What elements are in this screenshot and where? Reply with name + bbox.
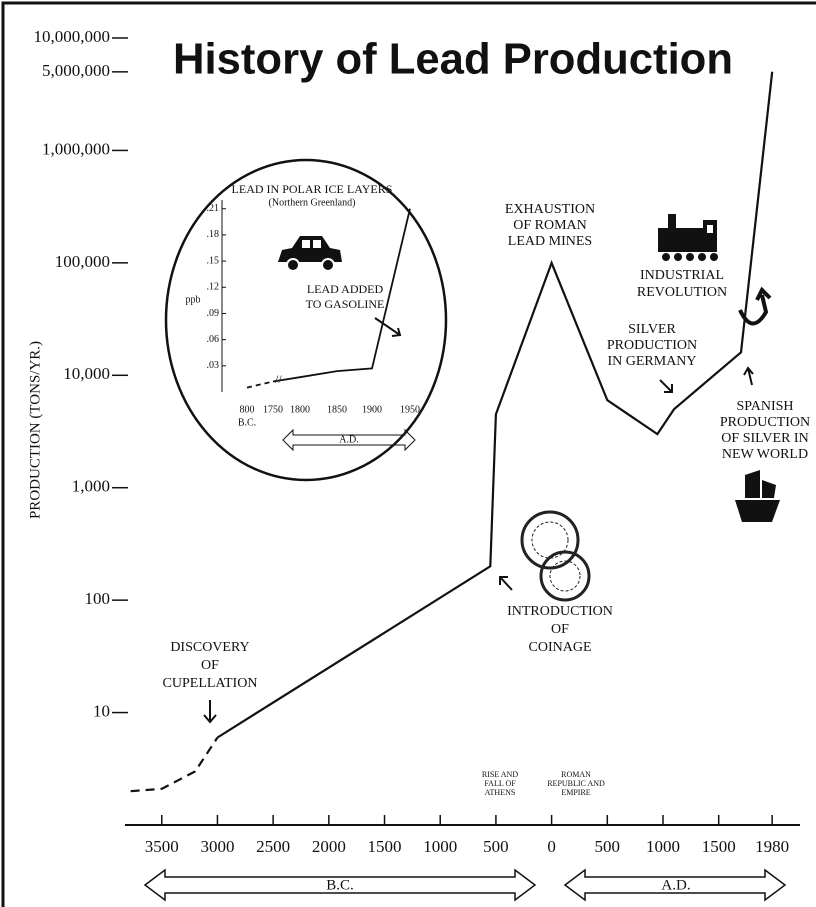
bc-arrow	[143, 868, 537, 902]
x-tick-label: 1500	[702, 837, 736, 856]
inset-ad-arrow	[282, 428, 416, 452]
y-tick-label: 10	[93, 701, 110, 720]
y-axis-label: PRODUCTION (TONS/YR.)	[27, 341, 43, 519]
chart-title: History of Lead Production	[173, 35, 733, 84]
annotation: EXHAUSTION	[505, 202, 595, 217]
inset-y-tick-label: .12	[207, 282, 220, 293]
inset-line	[246, 380, 274, 389]
inset-title: LEAD IN POLAR ICE LAYERS	[232, 182, 393, 196]
annotation: OF SILVER IN	[721, 431, 808, 446]
data-line	[216, 71, 774, 739]
era-label: B.C.	[326, 877, 354, 893]
x-tick-label: 2000	[312, 837, 346, 856]
inset-y-tick-label: .09	[207, 308, 220, 319]
inset-x-tick-label: 1950	[400, 404, 420, 415]
pointer-arrows	[203, 317, 754, 724]
x-tick-label: 0	[547, 837, 556, 856]
x-tick-label: 3500	[145, 837, 179, 856]
annotation: OF ROMAN	[513, 218, 587, 233]
annotation: CUPELLATION	[163, 676, 258, 691]
y-tick-label: 10,000	[63, 364, 110, 383]
annotation: REPUBLIC AND	[547, 779, 605, 788]
inset-x-tick-label: 1900	[362, 404, 382, 415]
ad-arrow	[563, 868, 787, 902]
annotation: PRODUCTION	[720, 415, 810, 430]
inset-era-label: A.D.	[339, 434, 358, 445]
y-tick-label: 5,000,000	[42, 61, 110, 80]
annotation: DISCOVERY	[170, 640, 249, 655]
x-tick-label: 1000	[423, 837, 457, 856]
annotation: NEW WORLD	[722, 447, 808, 462]
curl-arrow	[738, 286, 772, 326]
x-tick-label: 1500	[368, 837, 402, 856]
inset-category-note: B.C.	[238, 417, 256, 428]
inset-annotation: TO GASOLINE	[306, 297, 385, 311]
inset-x-tick-label: 1750	[263, 404, 283, 415]
annotation: FALL OF	[484, 779, 516, 788]
annotation: SILVER	[628, 322, 676, 337]
inset-x-tick-label: 1850	[327, 404, 347, 415]
data-line	[130, 736, 219, 793]
y-tick-label: 100,000	[55, 252, 110, 271]
annotation: INTRODUCTION	[507, 604, 613, 619]
inset-y-tick-label: .21	[207, 203, 220, 214]
annotation: ROMAN	[561, 770, 591, 779]
annotation: OF	[551, 622, 569, 637]
annotation: INDUSTRIAL	[640, 268, 724, 283]
x-tick-label: 500	[483, 837, 509, 856]
inset-annotation: LEAD ADDED	[307, 282, 384, 296]
train-icon	[658, 214, 718, 261]
inset-y-tick-label: .03	[207, 360, 220, 371]
annotation: SPANISH	[736, 399, 793, 414]
y-tick-label: 100	[85, 589, 111, 608]
annotation: LEAD MINES	[508, 234, 592, 249]
era-label: A.D.	[661, 877, 690, 893]
y-tick-label: 1,000	[72, 477, 110, 496]
annotation: OF	[201, 658, 219, 673]
annotation: REVOLUTION	[637, 285, 727, 300]
annotation: ATHENS	[485, 788, 516, 797]
x-tick-label: 1980	[755, 837, 789, 856]
y-tick-label: 10,000,000	[34, 27, 111, 46]
inset-y-tick-label: .18	[207, 229, 220, 240]
inset-subtitle: (Northern Greenland)	[269, 197, 356, 208]
annotation: RISE AND	[482, 770, 518, 779]
inset-line	[272, 208, 411, 383]
axis-break: //	[275, 372, 282, 386]
inset-circle	[164, 158, 448, 482]
y-tick-label: 1,000,000	[42, 139, 110, 158]
car-icon	[278, 236, 342, 272]
annotation: PRODUCTION	[607, 338, 697, 353]
inset-y-label: ppb	[186, 294, 201, 305]
inset-x-tick-label: 1800	[290, 404, 310, 415]
x-tick-label: 2500	[256, 837, 290, 856]
inset-y-tick-label: .06	[207, 334, 220, 345]
x-tick-label: 1000	[646, 837, 680, 856]
inset-y-tick-label: .15	[207, 255, 220, 266]
annotation: EMPIRE	[561, 788, 590, 797]
x-tick-label: 500	[595, 837, 621, 856]
inset-x-tick-label: 800	[240, 404, 255, 415]
annotation: IN GERMANY	[607, 354, 696, 369]
ship-icon	[735, 470, 780, 522]
coins-icon	[520, 510, 591, 602]
x-tick-label: 3000	[200, 837, 234, 856]
annotation: COINAGE	[529, 640, 592, 655]
